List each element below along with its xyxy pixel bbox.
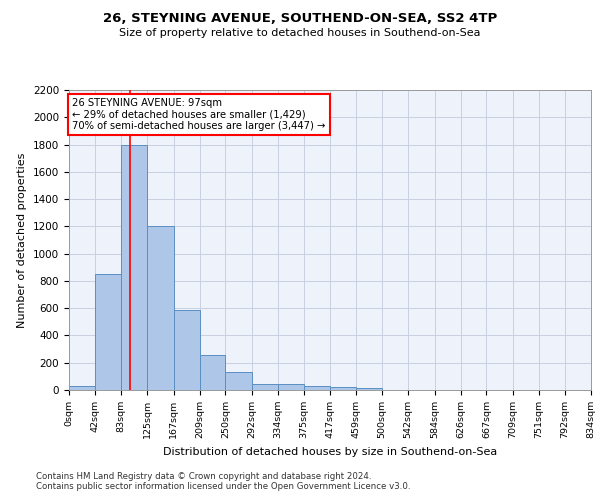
Bar xyxy=(95,274,121,390)
Bar xyxy=(330,388,356,390)
Bar xyxy=(278,384,304,390)
Bar xyxy=(356,388,382,390)
Bar xyxy=(69,386,95,390)
Text: Contains HM Land Registry data © Crown copyright and database right 2024.: Contains HM Land Registry data © Crown c… xyxy=(36,472,371,481)
Text: 26 STEYNING AVENUE: 97sqm
← 29% of detached houses are smaller (1,429)
70% of se: 26 STEYNING AVENUE: 97sqm ← 29% of detac… xyxy=(72,98,326,132)
Bar xyxy=(304,386,330,390)
Text: 26, STEYNING AVENUE, SOUTHEND-ON-SEA, SS2 4TP: 26, STEYNING AVENUE, SOUTHEND-ON-SEA, SS… xyxy=(103,12,497,26)
Text: Size of property relative to detached houses in Southend-on-Sea: Size of property relative to detached ho… xyxy=(119,28,481,38)
Bar xyxy=(226,372,252,390)
Bar xyxy=(252,384,278,390)
Y-axis label: Number of detached properties: Number of detached properties xyxy=(17,152,28,328)
Text: Contains public sector information licensed under the Open Government Licence v3: Contains public sector information licen… xyxy=(36,482,410,491)
Bar xyxy=(173,310,200,390)
Bar xyxy=(121,144,147,390)
X-axis label: Distribution of detached houses by size in Southend-on-Sea: Distribution of detached houses by size … xyxy=(163,446,497,456)
Bar xyxy=(147,226,173,390)
Bar xyxy=(200,355,226,390)
